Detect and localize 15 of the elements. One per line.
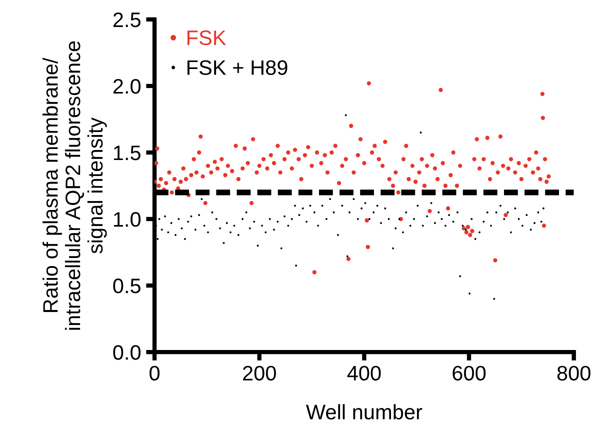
- y-tick-label: 0.5: [113, 278, 140, 294]
- y-axis-title: Ratio of plasma membrane/ intracellular AQP2 fluorescence signal intensity: [42, 41, 107, 330]
- y-tick-label: 2.5: [113, 12, 140, 28]
- y-tick-label: 1.0: [114, 212, 141, 227]
- x-tick-label: 0: [150, 366, 160, 381]
- y-tick-label: 0.0: [113, 345, 141, 360]
- y-tick-label: 2.0: [113, 78, 141, 94]
- x-axis-title: Well number: [306, 404, 422, 420]
- legend-label: FSK: [188, 30, 226, 46]
- x-tick-label: 800: [557, 366, 590, 381]
- x-tick-label: 200: [243, 366, 276, 381]
- y-tick-label: 1.5: [114, 146, 140, 160]
- x-tick-label: 600: [452, 366, 486, 381]
- legend-label: FSK + H89: [188, 60, 288, 75]
- x-tick-label: 400: [347, 366, 381, 381]
